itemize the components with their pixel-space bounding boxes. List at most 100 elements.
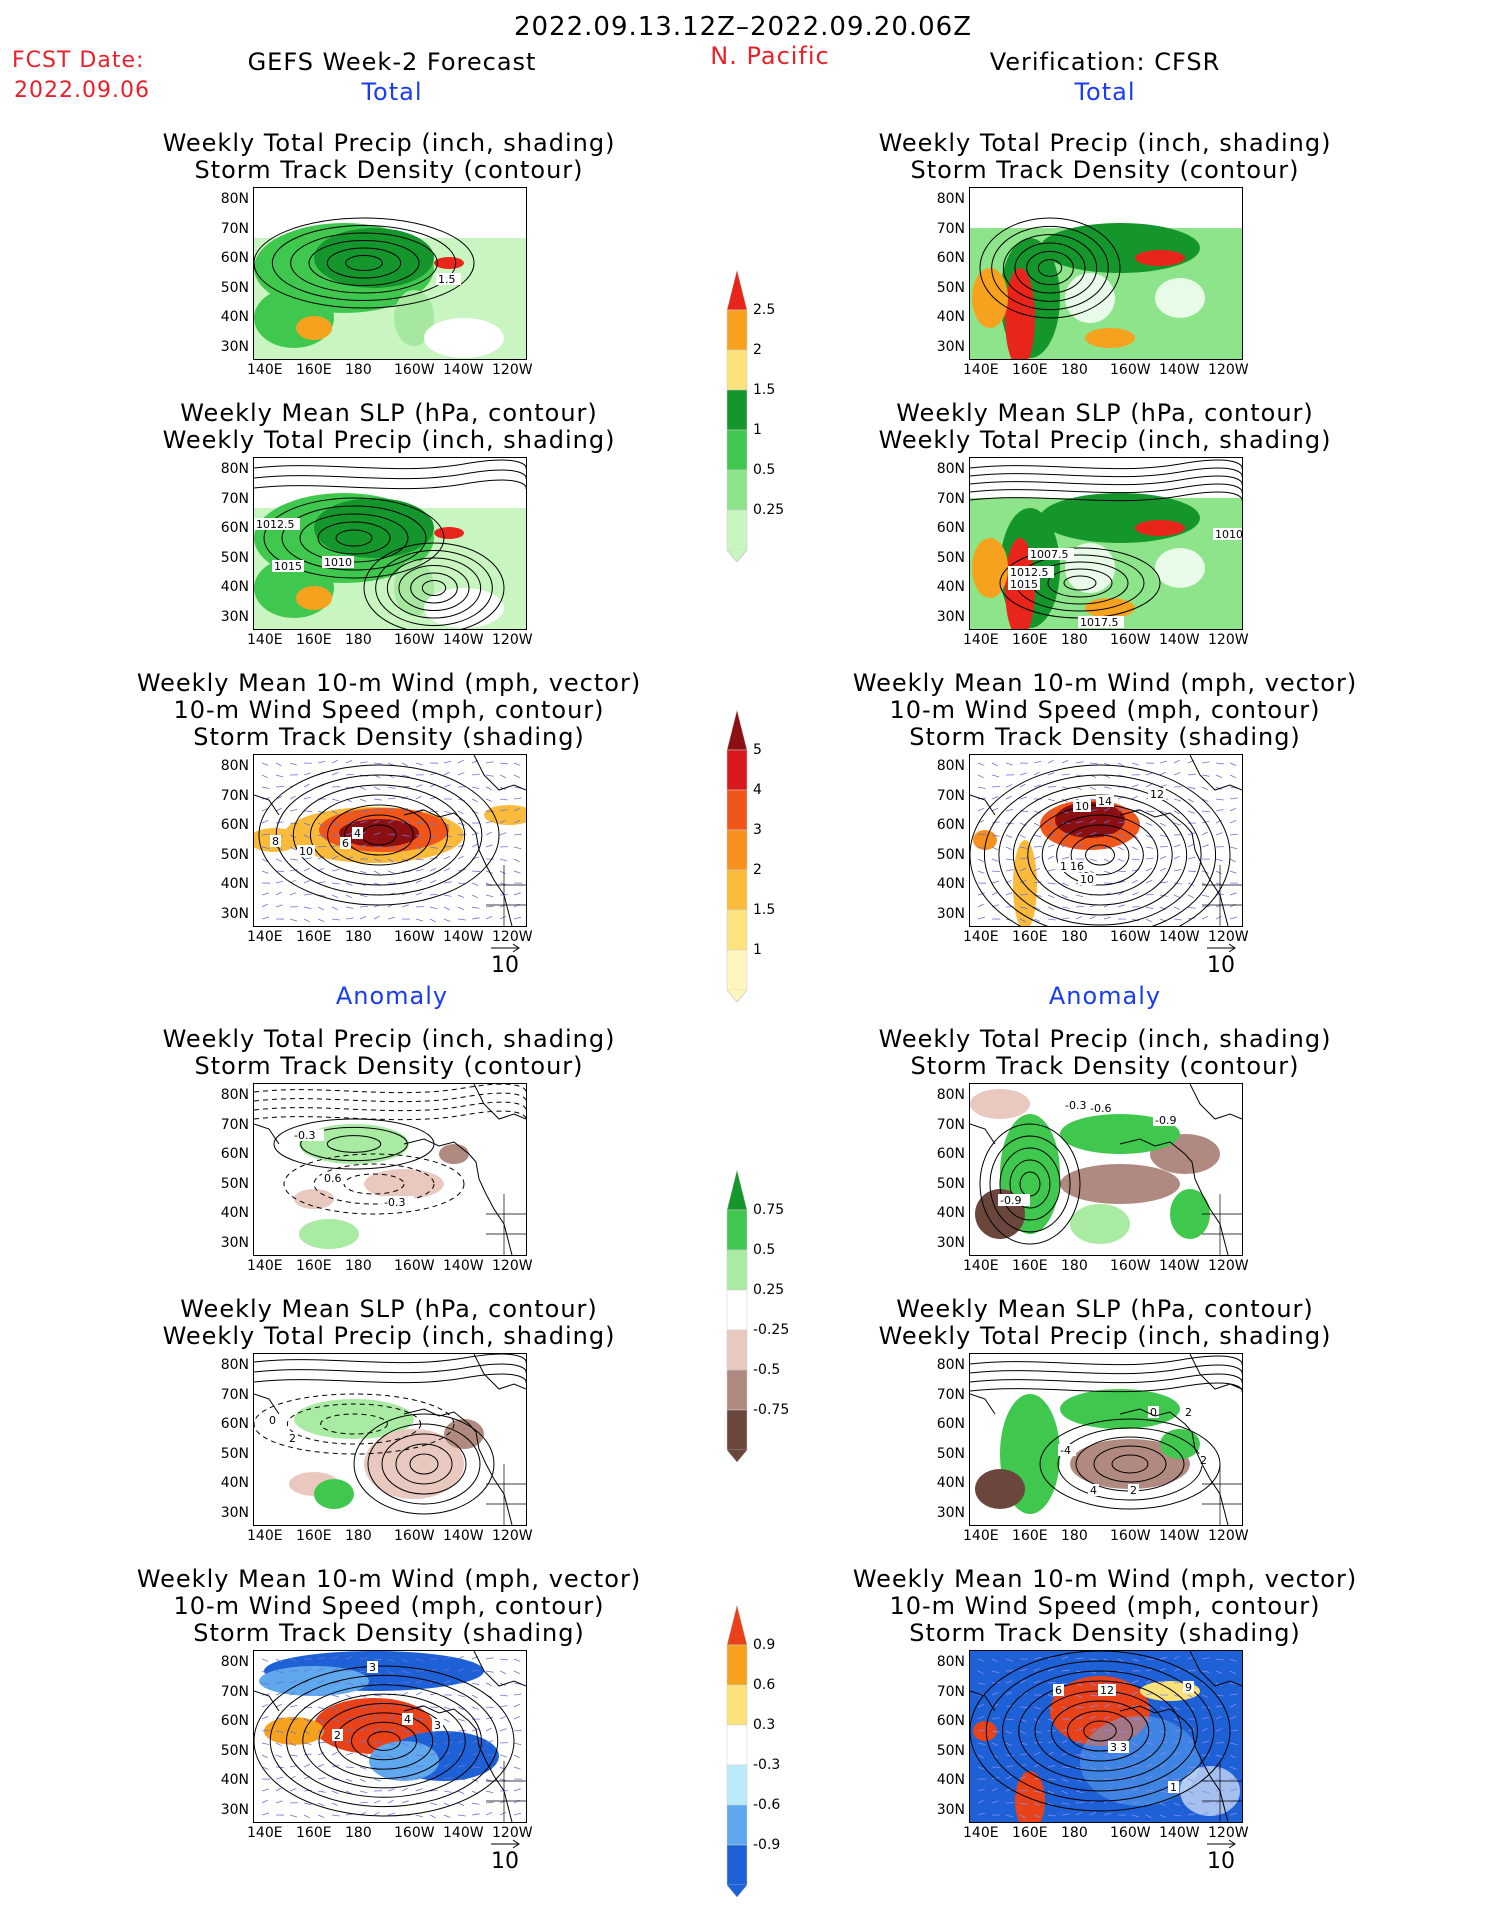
wind-vector: [1215, 858, 1224, 862]
border-line: [1202, 1194, 1242, 1255]
wind-vector: [359, 1727, 366, 1732]
lat-tick-label: 80N: [220, 1087, 249, 1103]
colorbar-label: 0.75: [753, 1202, 785, 1218]
wind-vector: [1103, 786, 1112, 789]
wind-vector: [457, 1802, 465, 1807]
lon-tick-label: 160E: [1012, 362, 1048, 378]
wind-vector: [443, 784, 451, 788]
wind-vector: [429, 857, 438, 860]
wind-vector: [1019, 918, 1026, 923]
shading-blob: [972, 268, 1008, 328]
wind-vector: [1075, 916, 1083, 920]
lon-tick-label: 180: [345, 362, 372, 378]
wind-vector: [275, 858, 283, 862]
wind-vector: [1159, 810, 1167, 814]
shading-blob: [434, 257, 464, 269]
wind-vector: [1019, 846, 1028, 849]
wind-vector: [275, 1800, 283, 1804]
lon-tick-label: 160W: [1110, 929, 1151, 945]
wind-vector: [1005, 1718, 1014, 1721]
wind-vector: [1061, 1655, 1069, 1660]
wind-vector: [1215, 1811, 1222, 1816]
wind-vector: [977, 774, 984, 779]
wind-vector: [415, 784, 423, 788]
wind-vector: [373, 870, 380, 875]
lat-tick-label: 50N: [220, 1742, 249, 1759]
wind-vector: [1033, 906, 1040, 911]
wind-vector: [1159, 1730, 1168, 1734]
panel-title-line: Weekly Mean SLP (hPa, contour): [896, 399, 1314, 427]
wind-vector: [485, 1740, 493, 1744]
wind-vector: [443, 1790, 452, 1793]
wind-vector: [275, 785, 284, 788]
wind-vector: [401, 1776, 410, 1780]
wind-vector: [1103, 1703, 1111, 1708]
lon-tick-label: 160E: [296, 1528, 332, 1544]
wind-vector: [1145, 1776, 1153, 1780]
wind-vector: [1173, 894, 1181, 899]
wind-vector: [359, 1801, 368, 1804]
contour-line: [363, 542, 505, 629]
shading-blob: [434, 527, 464, 539]
wind-vector: [1201, 786, 1208, 791]
wind-vector: [1201, 774, 1210, 777]
wind-vector: [387, 1729, 396, 1732]
wind-vector: [443, 1741, 452, 1744]
lon-tick-label: 160W: [394, 632, 435, 648]
lon-tick-label: 180: [345, 1528, 372, 1544]
contour-line: [979, 1123, 1081, 1245]
shading-blob: [1135, 250, 1185, 266]
wind-vector: [317, 1790, 326, 1793]
panel-title-line: Weekly Total Precip (inch, shading): [162, 1025, 616, 1053]
wind-vector: [1047, 759, 1054, 764]
wind-vector: [401, 762, 408, 767]
shading-blob: [454, 458, 526, 498]
wind-vector: [345, 894, 352, 899]
lon-tick-label: 140W: [443, 929, 484, 945]
wind-vector: [415, 869, 424, 872]
lat-tick-label: 60N: [220, 520, 249, 536]
wind-vector: [513, 807, 521, 812]
lon-tick-label: 140W: [443, 632, 484, 648]
lon-tick-label: 180: [1061, 929, 1088, 945]
contour-line: [979, 217, 1121, 319]
lat-tick-label: 70N: [936, 490, 965, 507]
wind-vector: [485, 894, 494, 898]
wind-vector: [303, 1802, 312, 1806]
colorbar-swatch: [726, 909, 748, 951]
verification-label: Verification: CFSR: [989, 48, 1221, 76]
wind-vector: [345, 1682, 354, 1686]
wind-vector: [977, 762, 985, 766]
wind-vector: [1075, 1740, 1083, 1744]
contour-line: [286, 1684, 482, 1798]
lon-tick-label: 160E: [1012, 1258, 1048, 1274]
wind-vector: [1019, 867, 1027, 872]
wind-vector: [359, 870, 367, 874]
wind-vector: [1033, 867, 1040, 872]
anomaly-label-right: Anomaly: [1048, 982, 1162, 1010]
wind-vector: [303, 893, 312, 896]
wind-vector: [1229, 1799, 1236, 1804]
wind-vector: [977, 1670, 984, 1675]
lat-tick-label: 40N: [220, 309, 249, 325]
wind-vector: [373, 762, 382, 765]
lat-tick-label: 30N: [220, 1504, 249, 1521]
coastline: [970, 1123, 996, 1145]
contour-line: [283, 1153, 465, 1215]
wind-vector: [387, 1799, 394, 1804]
contour-line: [985, 1660, 1215, 1802]
border-line: [486, 865, 526, 926]
contour-line: [1111, 1454, 1149, 1474]
wind-vector: [275, 1681, 284, 1684]
contour-line: [991, 225, 1109, 311]
wind-vector: [1187, 773, 1196, 776]
lat-tick-label: 50N: [220, 1175, 249, 1192]
wind-vector: [387, 1812, 396, 1816]
wind-vector: [1173, 1655, 1180, 1660]
contour-line: [263, 497, 445, 579]
wind-vector: [1187, 894, 1194, 899]
wind-vector: [415, 1691, 422, 1696]
wind-vector: [317, 1656, 326, 1660]
wind-vector: [499, 809, 508, 812]
wind-vector: [1033, 1790, 1042, 1793]
